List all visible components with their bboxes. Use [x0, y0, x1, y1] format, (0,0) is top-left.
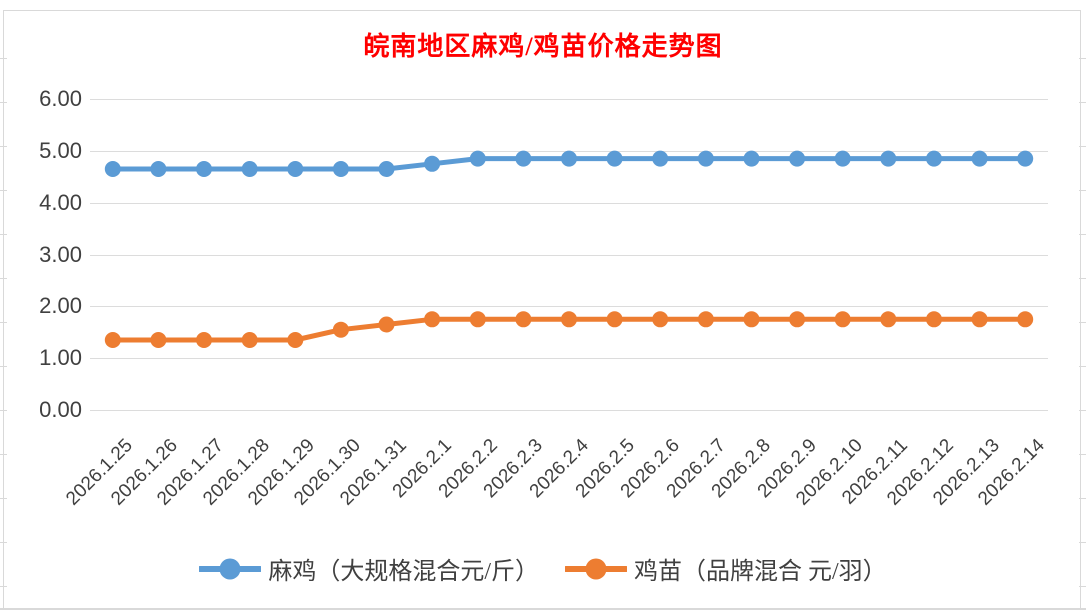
row-line-stub — [1079, 454, 1086, 455]
legend-marker-icon — [199, 558, 262, 579]
data-point — [196, 332, 212, 348]
data-point — [104, 332, 121, 348]
data-point — [515, 311, 532, 328]
data-point — [880, 150, 897, 167]
data-point — [789, 311, 806, 328]
chart-title: 皖南地区麻鸡/鸡苗价格走势图 — [363, 32, 723, 61]
data-point — [971, 311, 988, 328]
row-line-stub — [1079, 366, 1086, 367]
row-line-stub — [0, 58, 7, 59]
data-point — [789, 150, 806, 167]
y-tick-label: 1.00 — [39, 345, 82, 371]
data-point — [332, 161, 349, 177]
row-line-stub — [1079, 542, 1086, 543]
data-point — [469, 311, 486, 328]
data-point — [469, 150, 486, 167]
row-line-stub — [1079, 102, 1086, 103]
row-line-stub — [0, 410, 7, 411]
data-point — [241, 332, 258, 348]
row-line-stub — [0, 278, 7, 279]
gridline — [90, 99, 1048, 100]
data-point — [743, 311, 760, 328]
y-tick-label: 3.00 — [39, 241, 82, 267]
row-line-stub — [1079, 234, 1086, 235]
gridline — [90, 254, 1048, 256]
data-point — [561, 311, 577, 328]
row-line-stub — [0, 498, 7, 499]
chart-legend: 麻鸡（大规格混合元/斤） 鸡苗（品牌混合 元/羽） — [0, 551, 1086, 586]
data-point — [150, 332, 167, 348]
y-tick-label: 2.00 — [39, 293, 82, 319]
data-point — [1017, 311, 1034, 328]
row-line-stub — [0, 234, 7, 235]
data-point — [697, 150, 714, 167]
chart-frame-top — [3, 10, 1081, 11]
row-line-stub — [0, 586, 7, 587]
row-line-stub — [1079, 190, 1086, 191]
row-line-stub — [1079, 410, 1086, 411]
row-line-stub — [0, 454, 7, 455]
legend-marker-icon — [565, 558, 627, 579]
row-line-stub — [0, 366, 7, 367]
legend-label: 鸡苗（品牌混合 元/羽） — [634, 559, 887, 585]
row-line-stub — [0, 146, 7, 147]
data-point — [150, 161, 167, 177]
data-point — [926, 150, 942, 167]
y-tick-label: 0.00 — [39, 397, 82, 422]
row-line-stub — [1079, 498, 1086, 499]
legend-label: 麻鸡（大规格混合元/斤） — [268, 559, 539, 585]
data-point — [926, 311, 942, 328]
data-point — [971, 150, 988, 167]
data-point — [287, 161, 304, 177]
row-line-stub — [0, 102, 7, 103]
data-point — [241, 161, 258, 177]
series-line — [110, 156, 1028, 172]
row-line-stub — [1079, 58, 1086, 59]
gridline — [90, 150, 1048, 152]
data-point — [834, 311, 851, 328]
data-point — [287, 332, 304, 348]
row-line-stub — [0, 190, 7, 191]
chart-frame-right — [1080, 10, 1081, 609]
data-point — [332, 321, 349, 338]
data-point — [652, 311, 669, 328]
row-line-stub — [1079, 278, 1086, 279]
data-point — [652, 150, 669, 167]
legend-item: 麻鸡（大规格混合元/斤） — [199, 551, 539, 586]
row-line-stub — [1079, 146, 1086, 147]
series-line — [110, 316, 1028, 343]
data-point — [880, 311, 897, 328]
data-point — [561, 150, 577, 167]
gridline — [90, 306, 1048, 308]
data-point — [424, 155, 441, 172]
data-point — [697, 311, 714, 328]
row-line-stub — [0, 322, 7, 323]
y-tick-label: 4.00 — [39, 189, 82, 215]
data-point — [378, 161, 395, 177]
gridline — [90, 410, 1048, 411]
data-point — [1017, 150, 1034, 167]
legend-item: 鸡苗（品牌混合 元/羽） — [565, 551, 887, 586]
row-line-stub — [1079, 586, 1086, 587]
data-point — [378, 316, 395, 333]
data-point — [606, 150, 623, 167]
gridline — [90, 202, 1048, 204]
data-point — [743, 150, 760, 167]
y-tick-label: 5.00 — [39, 137, 82, 163]
data-point — [424, 311, 441, 328]
y-tick-label: 6.00 — [39, 86, 82, 111]
row-line-stub — [0, 542, 7, 543]
data-point — [104, 161, 121, 177]
row-line-stub — [1079, 322, 1086, 323]
data-point — [196, 161, 212, 177]
data-point — [515, 150, 532, 167]
data-point — [834, 150, 851, 167]
chart-frame-bottom — [0, 608, 1086, 610]
data-point — [606, 311, 623, 328]
gridline — [90, 358, 1048, 360]
chart-frame-left — [3, 10, 4, 609]
